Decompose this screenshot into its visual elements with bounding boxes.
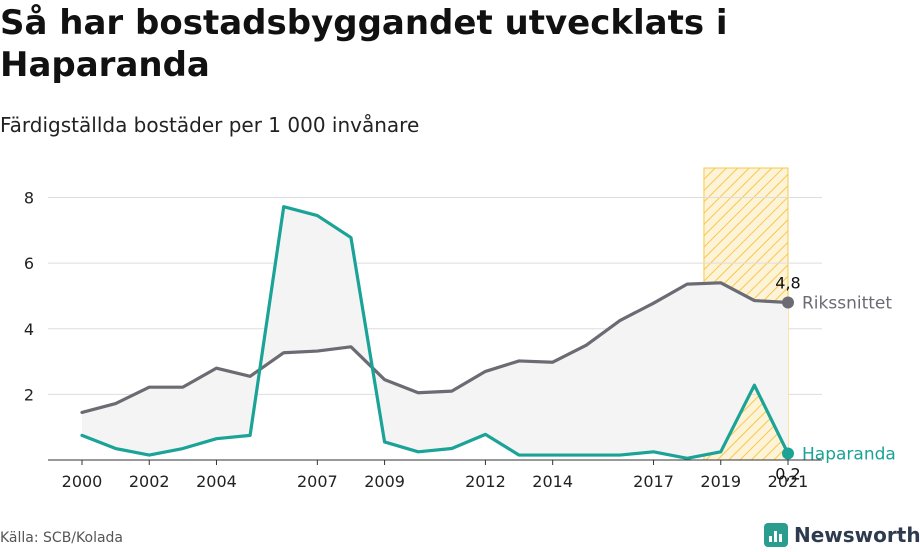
x-tick-label: 2014 bbox=[532, 472, 573, 491]
x-tick-label: 2012 bbox=[465, 472, 506, 491]
x-tick-label: 2017 bbox=[633, 472, 674, 491]
series-end-point-haparanda bbox=[782, 447, 794, 460]
series-line-haparanda bbox=[80, 205, 790, 460]
x-tick-label: 2007 bbox=[297, 472, 338, 491]
x-tick-label: 2019 bbox=[700, 472, 741, 491]
chart-title: Så har bostadsbyggandet utvecklats i Hap… bbox=[0, 3, 728, 85]
series-end-value-label: 0,2 bbox=[775, 464, 800, 483]
series-end-point-rikssnittet bbox=[782, 296, 794, 309]
newsworthy-logo-icon bbox=[764, 523, 788, 547]
series-name-label: Haparanda bbox=[802, 444, 896, 464]
x-tick-label: 2009 bbox=[364, 472, 405, 491]
y-tick-label: 6 bbox=[24, 254, 34, 273]
x-tick-label: 2000 bbox=[62, 472, 103, 491]
chart-subtitle: Färdigställda bostäder per 1 000 invånar… bbox=[0, 113, 420, 137]
y-tick-label: 4 bbox=[24, 320, 34, 339]
fill-between-area bbox=[82, 206, 788, 459]
source-note: Källa: SCB/Kolada bbox=[0, 530, 124, 546]
series-end-value-label: 4,8 bbox=[775, 274, 800, 293]
x-tick-label: 2004 bbox=[196, 472, 237, 491]
brand-logo: Newsworthy bbox=[764, 520, 920, 550]
y-tick-label: 2 bbox=[24, 385, 34, 404]
brand-name: Newsworthy bbox=[794, 523, 920, 547]
series-line-rikssnittet bbox=[80, 281, 790, 415]
x-tick-label: 2002 bbox=[129, 472, 170, 491]
y-tick-label: 8 bbox=[24, 189, 34, 208]
series-name-label: Rikssnittet bbox=[802, 294, 892, 314]
x-tick-label: 2021 bbox=[768, 472, 809, 491]
